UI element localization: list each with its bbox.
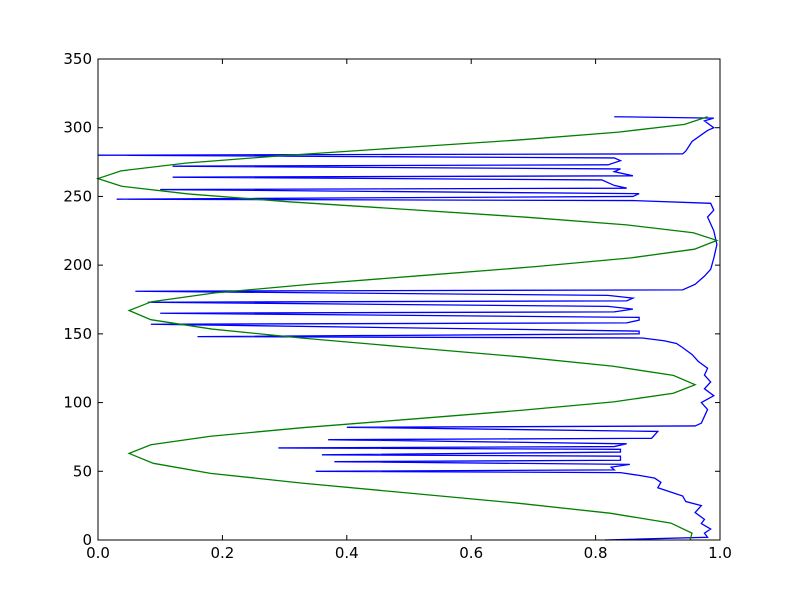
x-tick-label: 0.4 [335, 544, 359, 562]
x-tick-label: 0.2 [210, 544, 234, 562]
y-tick-label: 50 [73, 462, 92, 480]
y-tick-label: 350 [63, 50, 92, 68]
y-tick-label: 250 [63, 187, 92, 205]
x-tick-label: 0.8 [584, 544, 608, 562]
x-tick-label: 1.0 [708, 544, 732, 562]
y-tick-label: 200 [63, 256, 92, 274]
x-tick-label: 0.0 [86, 544, 110, 562]
line [95, 116, 719, 541]
y-tick-label: 300 [63, 119, 92, 137]
line [97, 116, 718, 541]
y-tick-label: 150 [63, 325, 92, 343]
x-tick-label: 0.6 [459, 544, 483, 562]
plot-frame [97, 58, 721, 541]
y-tick-label: 100 [63, 394, 92, 412]
y-tick-label: 0 [82, 531, 92, 549]
